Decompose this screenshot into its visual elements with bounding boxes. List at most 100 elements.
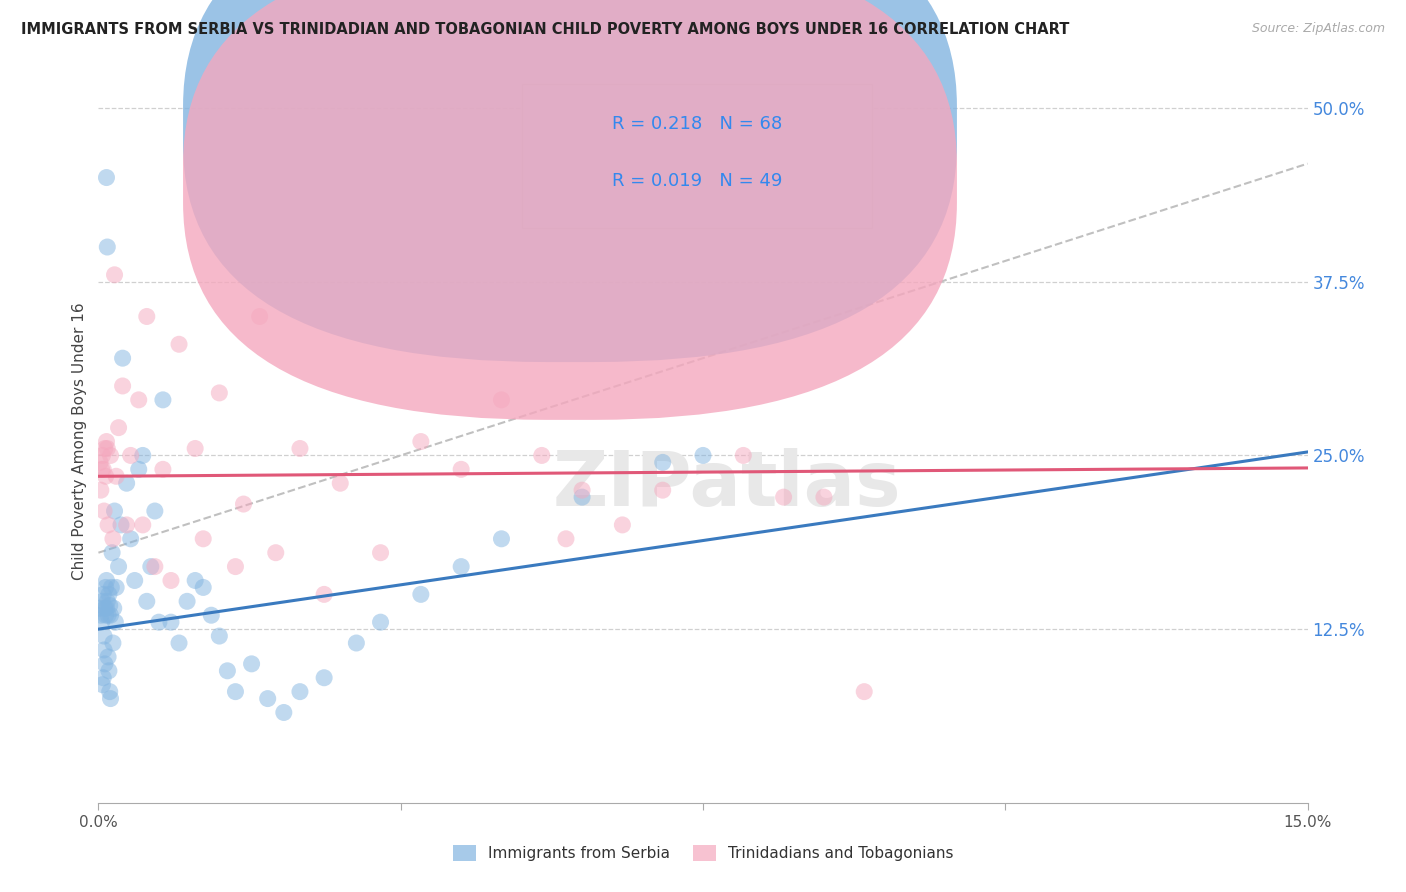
Point (651, 483, 673, 498)
Point (167, 337, 190, 351)
Point (224, 684, 246, 698)
Point (90, 615, 112, 630)
Point (853, 684, 876, 698)
Point (103, 601, 125, 615)
Point (91, 587, 114, 601)
Point (96, 601, 118, 615)
Point (97, 664, 120, 678)
Point (111, 379, 134, 393)
Point (176, 594, 198, 608)
Point (240, 657, 263, 671)
Point (97, 517, 120, 532)
Point (94, 657, 117, 671)
Point (101, 636, 124, 650)
Point (105, 469, 128, 483)
Point (314, 587, 336, 601)
Point (90, 608, 112, 623)
Point (96, 170, 118, 185)
Point (184, 574, 207, 588)
Point (208, 385, 231, 400)
Y-axis label: Child Poverty Among Boys Under 16: Child Poverty Among Boys Under 16 (72, 302, 87, 581)
Point (98, 684, 121, 698)
Point (90, 462, 112, 476)
Point (100, 581, 122, 595)
Point (132, 517, 155, 532)
Point (167, 636, 190, 650)
Point (450, 462, 472, 476)
Point (200, 608, 222, 623)
Text: R = 0.218   N = 68: R = 0.218 N = 68 (613, 115, 783, 133)
Point (555, 532, 578, 546)
Point (160, 615, 183, 630)
Point (107, 559, 129, 574)
Point (733, 449, 755, 463)
Point (101, 532, 124, 546)
Point (152, 462, 174, 476)
Point (89, 601, 111, 615)
Point (94, 469, 117, 483)
Point (217, 664, 239, 678)
Point (120, 532, 142, 546)
Point (91, 671, 114, 685)
Point (96, 434, 118, 449)
Point (97, 587, 120, 601)
Point (329, 476, 352, 491)
Point (111, 351, 134, 366)
Point (103, 504, 125, 518)
Point (132, 449, 155, 463)
Point (143, 504, 166, 518)
Point (107, 420, 129, 434)
Point (94, 442, 117, 456)
Point (651, 455, 673, 469)
Point (409, 587, 432, 601)
Point (93, 629, 115, 643)
Point (491, 392, 513, 407)
Point (772, 490, 794, 504)
Point (96, 574, 118, 588)
Point (208, 629, 231, 643)
Point (135, 310, 157, 324)
Point (264, 546, 287, 560)
Point (409, 434, 432, 449)
Point (96, 594, 118, 608)
Point (100, 608, 122, 623)
Text: ZIPatlas: ZIPatlas (553, 448, 901, 522)
Point (193, 532, 215, 546)
Point (813, 490, 835, 504)
Text: R = 0.019   N = 49: R = 0.019 N = 49 (613, 172, 783, 190)
Point (314, 671, 336, 685)
Point (143, 559, 166, 574)
Point (105, 581, 128, 595)
Text: IMMIGRANTS FROM SERBIA VS TRINIDADIAN AND TOBAGONIAN CHILD POVERTY AMONG BOYS UN: IMMIGRANTS FROM SERBIA VS TRINIDADIAN AN… (21, 22, 1070, 37)
Point (571, 483, 593, 498)
Point (94, 581, 117, 595)
Point (94, 601, 117, 615)
Point (110, 517, 132, 532)
Point (91, 449, 114, 463)
Point (160, 574, 183, 588)
Point (97, 649, 120, 664)
FancyBboxPatch shape (522, 84, 872, 228)
Point (90, 483, 112, 498)
Point (571, 490, 593, 504)
Point (273, 706, 295, 720)
Point (96, 240, 118, 254)
Point (93, 643, 115, 657)
Point (249, 310, 271, 324)
Point (91, 678, 114, 692)
Legend: Immigrants from Serbia, Trinidadians and Tobagonians: Immigrants from Serbia, Trinidadians and… (447, 839, 959, 867)
Point (91, 594, 114, 608)
Point (370, 615, 392, 630)
Point (370, 546, 392, 560)
Point (148, 615, 170, 630)
Point (450, 559, 472, 574)
Point (232, 497, 254, 511)
Point (288, 442, 311, 456)
Point (94, 608, 117, 623)
Point (128, 462, 150, 476)
Point (89, 455, 111, 469)
Point (97, 608, 120, 623)
Point (115, 476, 138, 491)
Point (152, 392, 174, 407)
FancyBboxPatch shape (183, 0, 957, 362)
